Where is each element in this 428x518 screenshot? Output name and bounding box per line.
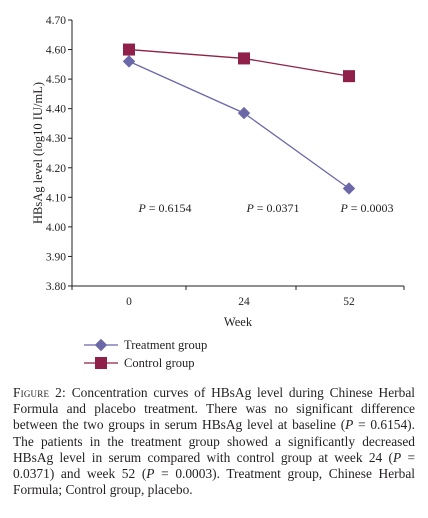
control-group-point xyxy=(343,70,355,83)
caption-text: Concentration curves of HBsAg level duri… xyxy=(13,385,415,498)
x-tick-label: 24 xyxy=(238,296,250,308)
y-tick-label: 4.30 xyxy=(46,133,66,145)
y-tick-label: 4.10 xyxy=(46,192,66,204)
treatment-group-line xyxy=(128,60,350,189)
y-tick-label: 4.20 xyxy=(46,163,66,175)
control-group-point xyxy=(238,52,250,65)
legend-marker-control-group xyxy=(95,357,107,369)
treatment-group-point xyxy=(122,55,136,68)
y-axis-title: HBsAg level (log10 IU/mL) xyxy=(31,82,45,224)
x-axis-title: Week xyxy=(224,315,253,329)
p-value-annotation: P = 0.0371 xyxy=(245,201,299,215)
legend-label-control-group: Control group xyxy=(124,356,194,370)
caption-label: Figure 2: xyxy=(13,385,66,400)
p-value-annotation: P = 0.0003 xyxy=(339,201,393,215)
y-tick-label: 4.00 xyxy=(46,222,66,234)
legend-label-treatment-group: Treatment group xyxy=(124,338,207,352)
y-tick-label: 4.50 xyxy=(46,74,66,86)
control-group-point xyxy=(123,43,135,56)
y-tick-label: 3.90 xyxy=(46,251,66,263)
legend-marker-treatment-group xyxy=(94,338,108,352)
y-tick-label: 4.60 xyxy=(46,45,66,57)
p-value-annotation: P = 0.6154 xyxy=(137,201,191,215)
y-tick-label: 4.40 xyxy=(46,104,66,116)
x-tick-label: 52 xyxy=(343,296,355,308)
treatment-group-point xyxy=(342,182,356,195)
treatment-group-point xyxy=(237,106,251,120)
y-tick-label: 3.80 xyxy=(46,281,66,293)
x-tick-label: 0 xyxy=(126,296,132,308)
chart-figure: 3.80 3.90 4.00 4.10 4.20 4.30 4.40 4.50 4.60 4.70… xyxy=(31,15,405,370)
y-tick-label: 4.70 xyxy=(46,15,66,27)
figure-caption: Figure 2: Concentration curves of HBsAg … xyxy=(13,385,415,498)
